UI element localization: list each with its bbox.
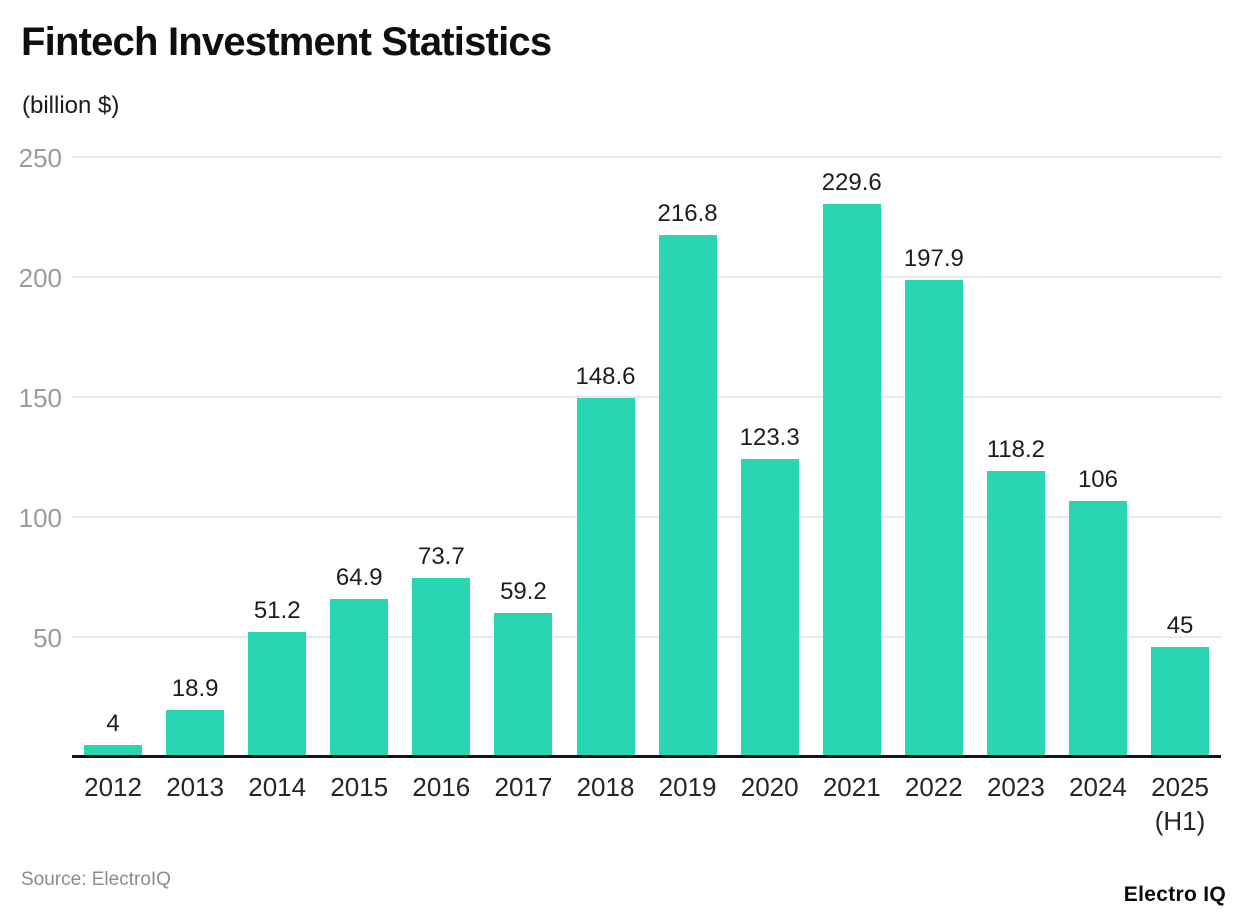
x-axis-label: 2024 — [1069, 772, 1127, 802]
bar — [740, 459, 799, 755]
bar-value-label: 148.6 — [575, 363, 636, 391]
bar — [658, 234, 717, 755]
y-axis-tick-label: 100 — [18, 503, 62, 533]
bar-value-label: 197.9 — [903, 245, 964, 272]
bar-column: 59.2 2017 — [482, 157, 564, 802]
bar-value-label: 73.7 — [417, 543, 465, 571]
plot-area: 50 100 150 200 250 4 2012 18.9 2013 51.2 2014 64.9… — [19, 145, 1221, 836]
y-axis-tick-label: 50 — [33, 623, 62, 653]
bar-column: 148.6 2018 — [564, 157, 646, 802]
gridline — [72, 636, 1221, 638]
source-label: Source: ElectroIQ — [21, 869, 171, 890]
bar-value-label: 4 — [106, 710, 120, 738]
bar — [1151, 647, 1210, 755]
bar-column: 229.6 2021 — [811, 157, 893, 803]
bar — [576, 398, 635, 755]
bar — [84, 745, 143, 755]
bar-column: 45 2025 (H1) — [1139, 157, 1221, 836]
bar-column: 18.9 2013 — [154, 157, 236, 802]
y-axis-tick-label: 250 — [18, 143, 62, 173]
bar-column: 64.9 2015 — [318, 157, 400, 802]
x-axis-label: 2022 — [904, 772, 963, 802]
x-axis-label: 2018 — [576, 772, 635, 802]
bar-column: 123.3 2020 — [729, 157, 811, 802]
bar-value-label: 229.6 — [821, 169, 882, 196]
bar-series: 4 2012 18.9 2013 51.2 2014 64.9 2015 73.7 2016 59.… — [72, 157, 1221, 836]
bar-column: 197.9 2022 — [893, 157, 975, 803]
x-axis-label: 2014 — [248, 772, 307, 802]
x-axis-label: 2016 — [412, 772, 471, 802]
bar-value-label: 45 — [1166, 612, 1194, 639]
bar-value-label: 51.2 — [253, 597, 301, 625]
gridline — [72, 276, 1221, 278]
bar — [248, 632, 307, 755]
gridline — [72, 396, 1221, 398]
bar-column: 73.7 2016 — [400, 157, 482, 802]
bar-value-label: 216.8 — [657, 199, 718, 227]
x-axis-label: 2015 — [330, 772, 389, 802]
bar — [822, 204, 881, 755]
bar — [1068, 500, 1127, 755]
bar-column: 4 2012 — [72, 157, 154, 802]
chart-title: Fintech Investment Statistics — [21, 20, 552, 64]
x-axis-label: 2012 — [84, 772, 142, 802]
bar-value-label: 106 — [1077, 465, 1118, 493]
bar — [330, 599, 389, 755]
bar-column: 106 2024 — [1057, 157, 1139, 802]
bar-value-label: 64.9 — [335, 564, 383, 592]
bar-value-label: 59.2 — [500, 577, 547, 605]
x-axis-label: 2021 — [822, 772, 881, 802]
x-axis-label: 2025 (H1) — [1133, 771, 1227, 839]
bar — [494, 612, 553, 755]
bar-column: 51.2 2014 — [236, 157, 318, 802]
bar-value-label: 123.3 — [739, 424, 800, 452]
bar — [412, 578, 471, 755]
bar-column: 216.8 2019 — [647, 157, 729, 802]
bar — [904, 280, 963, 755]
x-axis-label: 2020 — [740, 772, 799, 802]
brand-logo: Electro IQ — [1123, 883, 1226, 906]
y-axis-tick-label: 200 — [18, 263, 62, 293]
y-axis-tick-label: 150 — [18, 383, 62, 413]
x-axis-label: 2023 — [986, 772, 1045, 802]
gridline — [72, 516, 1221, 518]
x-axis-sublabel: (H1) — [1154, 805, 1206, 836]
chart-subtitle: (billion $) — [22, 92, 120, 119]
bar-value-label: 18.9 — [171, 674, 219, 702]
bar — [986, 471, 1045, 755]
x-axis-label: 2019 — [658, 772, 717, 802]
bar-value-label: 118.2 — [986, 436, 1046, 464]
x-axis-label: 2013 — [166, 772, 225, 802]
bar — [166, 709, 225, 755]
gridline — [72, 156, 1221, 158]
bar-column: 118.2 2023 — [975, 157, 1057, 802]
x-axis-line — [72, 755, 1221, 758]
x-axis-label: 2017 — [494, 772, 553, 802]
